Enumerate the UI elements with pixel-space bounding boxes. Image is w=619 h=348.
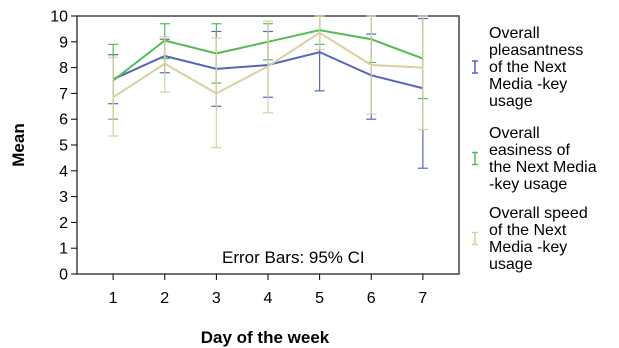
x-tick-label: 7 xyxy=(418,290,427,307)
legend-label: of the Next xyxy=(489,222,567,239)
y-tick-label: 0 xyxy=(59,267,68,284)
y-tick-label: 9 xyxy=(59,34,68,51)
legend-label: Media -key xyxy=(489,76,567,93)
x-tick-label: 3 xyxy=(212,290,221,307)
y-tick-label: 10 xyxy=(50,9,68,26)
x-tick-label: 5 xyxy=(315,290,324,307)
y-tick-label: 7 xyxy=(59,86,68,103)
legend-label: Media -key xyxy=(489,239,567,256)
legend-swatch xyxy=(472,151,478,166)
legend-label: Overall speed xyxy=(489,205,588,222)
y-tick-label: 2 xyxy=(59,215,68,232)
y-axis-title: Mean xyxy=(9,123,28,166)
legend-label: of the Next xyxy=(489,59,567,76)
y-tick-label: 3 xyxy=(59,189,68,206)
y-axis: 0 1 2 3 4 5 6 7 8 9 10 xyxy=(50,9,77,284)
legend-label: -key usage xyxy=(489,176,567,193)
series-line xyxy=(112,31,423,99)
series-layer xyxy=(108,15,428,169)
legend-label: pleasantness xyxy=(489,42,583,59)
x-tick-label: 1 xyxy=(109,290,118,307)
y-tick-label: 1 xyxy=(59,241,68,258)
legend-label: the Next Media xyxy=(489,159,597,176)
x-tick-label: 2 xyxy=(160,290,169,307)
error-bar xyxy=(417,15,428,131)
x-tick-label: 6 xyxy=(367,290,376,307)
error-bars-annotation: Error Bars: 95% CI xyxy=(222,248,365,267)
y-tick-label: 4 xyxy=(59,163,68,180)
legend-label: easiness of xyxy=(489,142,570,159)
legend-swatch xyxy=(472,231,478,246)
y-tick-label: 6 xyxy=(59,112,68,129)
x-tick-label: 4 xyxy=(264,290,273,307)
y-tick-label: 8 xyxy=(59,60,68,77)
x-axis: 1 2 3 4 5 6 7 xyxy=(109,274,427,307)
y-tick-label: 5 xyxy=(59,138,68,155)
x-axis-title: Day of the week xyxy=(201,328,330,347)
legend-label: Overall xyxy=(489,25,540,42)
legend-label: usage xyxy=(489,93,533,110)
legend-label: Overall xyxy=(489,125,540,142)
series-3 xyxy=(108,15,428,149)
legend-swatch xyxy=(472,60,478,74)
legend-label: usage xyxy=(489,256,533,273)
